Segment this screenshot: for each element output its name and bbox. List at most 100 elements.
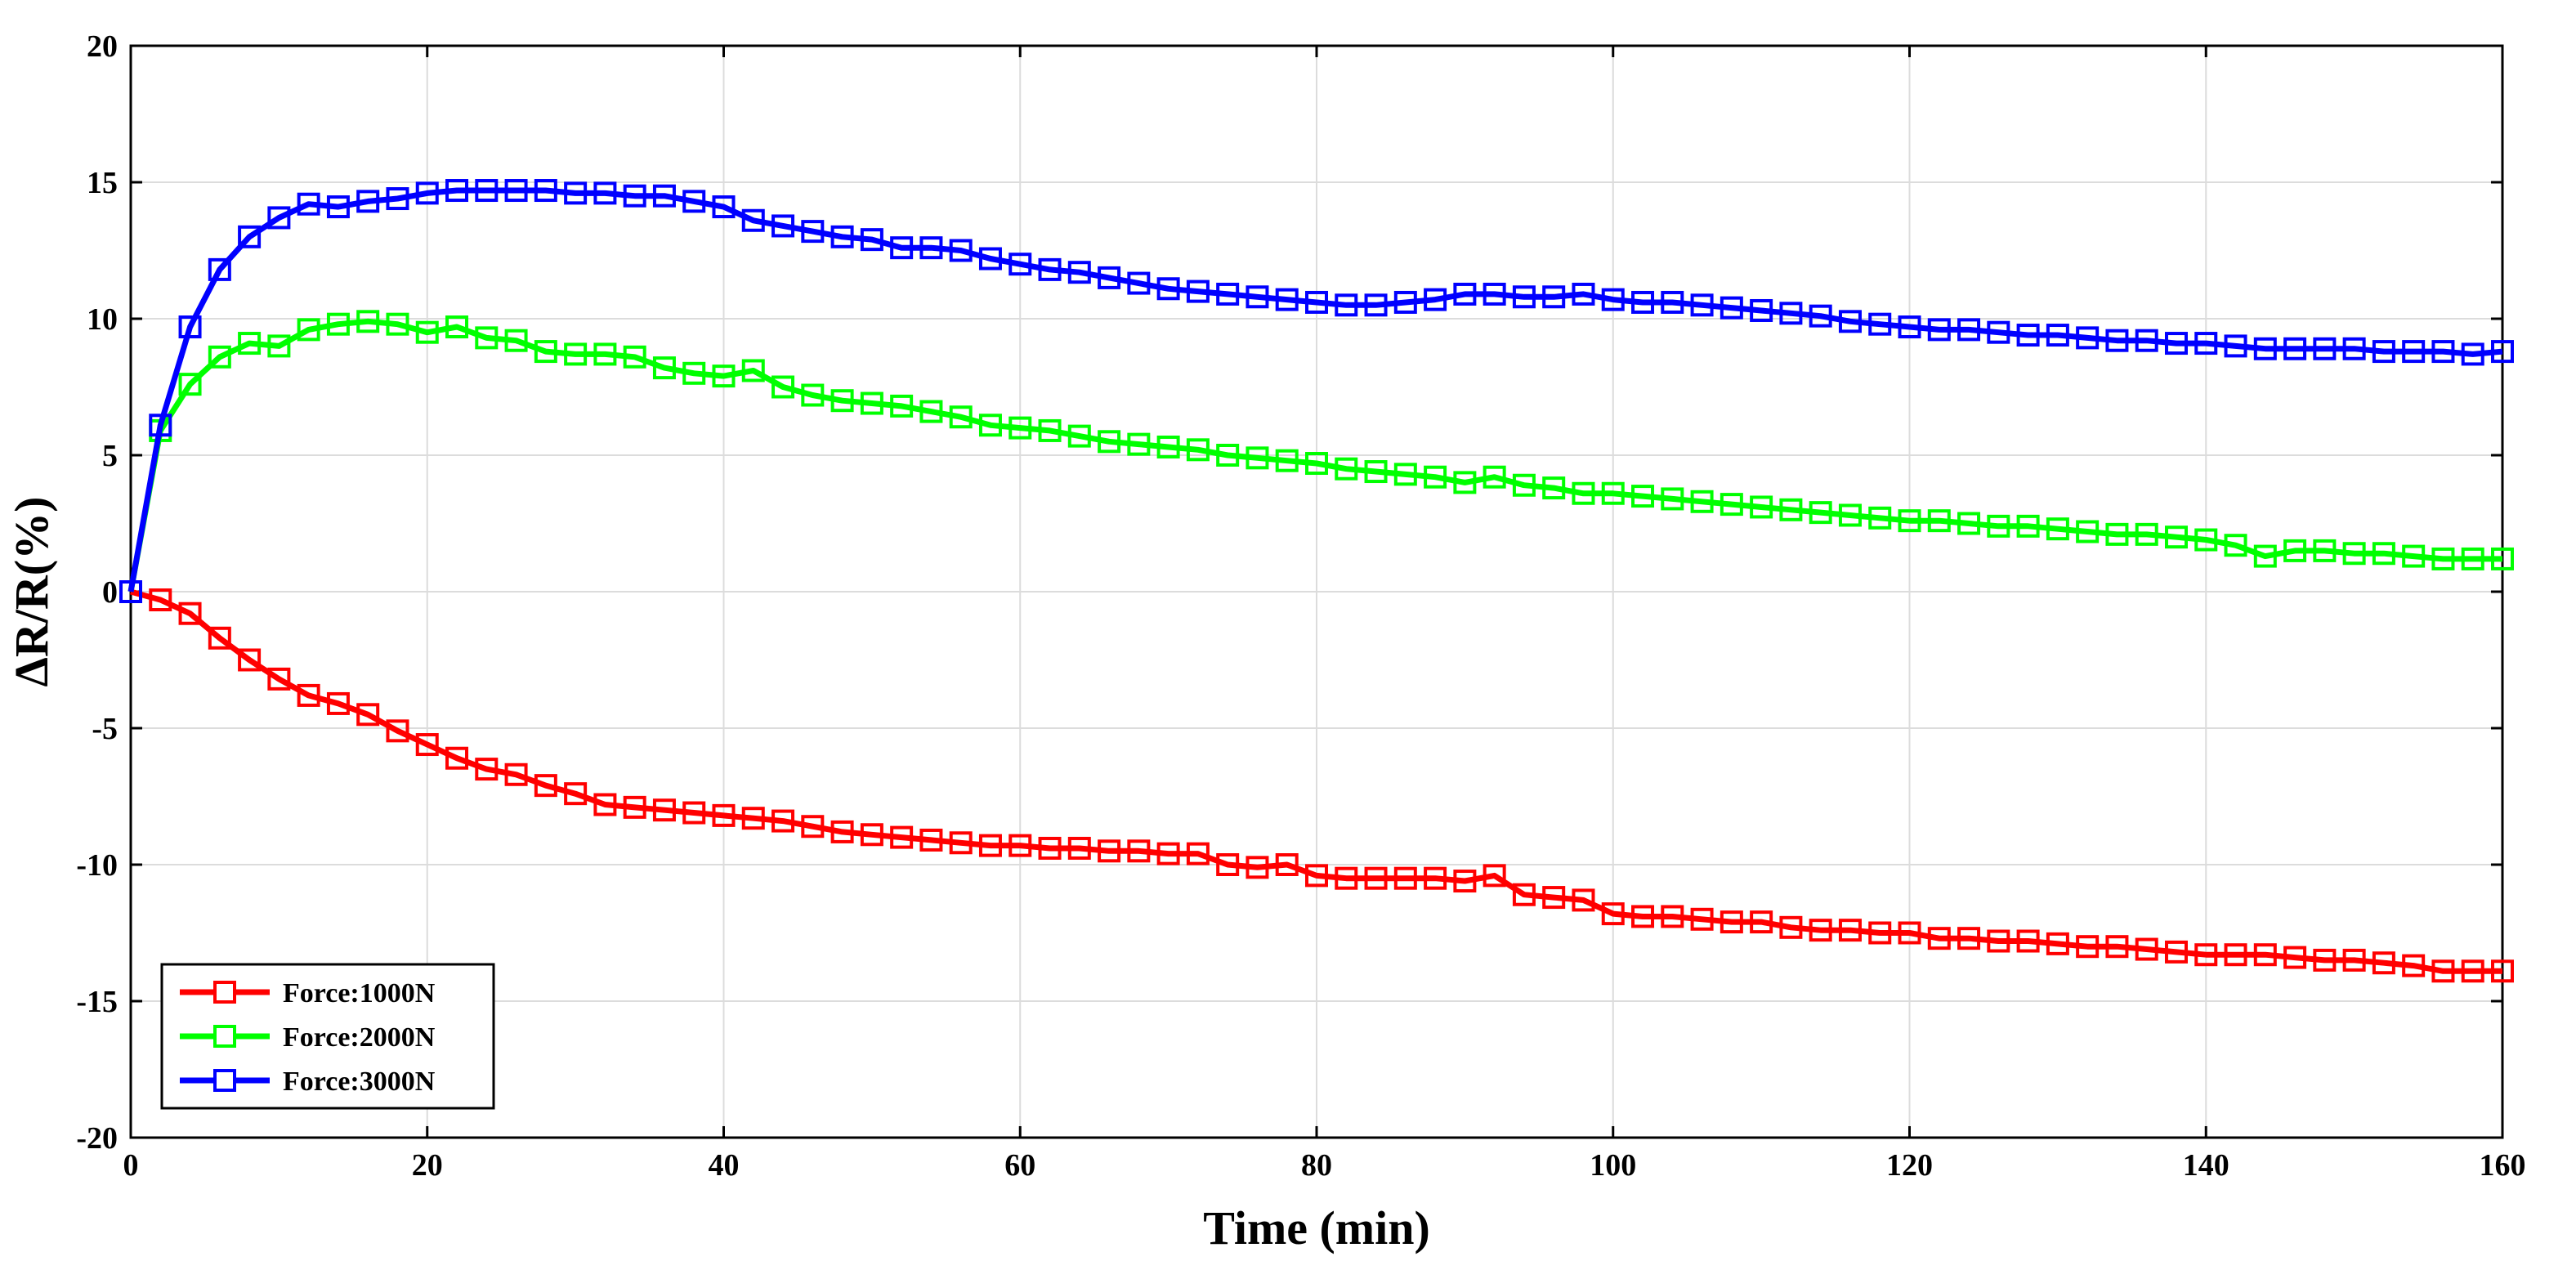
- data-point: [2491, 959, 2514, 983]
- data-point: [445, 746, 469, 770]
- x-tick-label: 40: [709, 1148, 740, 1183]
- data-point: [1067, 836, 1091, 860]
- data-point: [1305, 864, 1328, 888]
- data-point: [1987, 929, 2010, 953]
- data-point: [564, 782, 588, 806]
- data-point: [2283, 539, 2307, 562]
- data-point: [564, 342, 588, 366]
- data-point: [356, 310, 380, 333]
- data-point: [1038, 257, 1062, 281]
- data-point: [682, 190, 706, 213]
- data-point: [771, 214, 795, 238]
- data-point: [1750, 910, 1773, 934]
- data-point: [1393, 463, 1417, 486]
- data-point: [1957, 512, 1981, 535]
- data-point: [1987, 514, 2010, 538]
- data-point: [2313, 337, 2337, 360]
- data-point: [2461, 342, 2484, 366]
- x-tick-label: 120: [1886, 1148, 1933, 1183]
- data-point: [445, 179, 469, 203]
- data-point: [149, 588, 172, 612]
- data-point: [1275, 853, 1299, 876]
- data-point: [2342, 337, 2366, 360]
- data-point: [2342, 542, 2366, 566]
- data-point: [741, 208, 765, 232]
- data-point: [1720, 910, 1743, 934]
- data-point: [830, 820, 854, 843]
- data-point: [1809, 501, 1832, 525]
- data-point: [593, 793, 617, 816]
- data-point: [1720, 296, 1743, 320]
- data-point: [297, 683, 320, 707]
- data-point: [1098, 266, 1121, 289]
- data-point: [2372, 542, 2395, 566]
- data-point: [1750, 298, 1773, 322]
- data-point: [238, 648, 262, 672]
- data-point: [1720, 493, 1743, 517]
- data-point: [2402, 340, 2426, 364]
- data-point: [2076, 935, 2100, 959]
- legend-item: Force:2000N: [180, 1022, 436, 1053]
- data-point: [1483, 465, 1506, 489]
- data-point: [1868, 921, 1892, 945]
- legend-item: Force:1000N: [180, 978, 436, 1008]
- data-point: [1957, 318, 1981, 342]
- data-point: [2253, 943, 2277, 967]
- data-point: [1779, 302, 1803, 325]
- x-tick-label: 140: [2183, 1148, 2229, 1183]
- data-point: [1186, 280, 1210, 303]
- data-point: [178, 601, 202, 625]
- legend-marker: [213, 1025, 236, 1048]
- data-point: [741, 807, 765, 830]
- data-point: [1008, 253, 1032, 276]
- data-point: [564, 181, 588, 205]
- data-point: [1661, 487, 1684, 511]
- data-point: [890, 825, 914, 849]
- axis-ticks: 0 20 40 60 80 100 120 140 160 -20 -15 -10 -5 0 5 10 15 20: [76, 29, 2525, 1183]
- data-point: [919, 400, 943, 423]
- data-point: [1601, 481, 1625, 505]
- legend-label: Force:2000N: [283, 1022, 436, 1053]
- data-point: [1927, 318, 1951, 342]
- data-point: [1601, 902, 1625, 926]
- data-point: [504, 179, 528, 203]
- data-point: [1661, 905, 1684, 928]
- data-point: [1008, 834, 1032, 857]
- data-point: [445, 315, 469, 339]
- data-point: [1542, 476, 1566, 500]
- data-point: [1690, 293, 1714, 317]
- data-point: [2372, 340, 2395, 364]
- data-point: [1838, 919, 1862, 942]
- data-point: [1512, 473, 1536, 497]
- data-point: [1987, 320, 2010, 344]
- data-point: [2016, 514, 2040, 538]
- data-point: [623, 184, 646, 208]
- data-point: [1809, 919, 1832, 942]
- data-point: [1246, 285, 1269, 309]
- data-point: [593, 181, 617, 205]
- data-point: [386, 187, 409, 211]
- data-point: [1838, 310, 1862, 333]
- data-point: [978, 414, 1002, 437]
- data-point: [2046, 517, 2069, 541]
- data-point: [1067, 261, 1091, 284]
- data-point: [1601, 288, 1625, 311]
- data-point: [2164, 525, 2188, 549]
- data-point: [919, 236, 943, 260]
- data-point: [1453, 471, 1477, 494]
- data-point: [208, 257, 231, 281]
- data-point: [1156, 842, 1180, 865]
- data-point: [712, 364, 736, 388]
- x-tick-label: 100: [1590, 1148, 1636, 1183]
- data-point: [712, 803, 736, 827]
- data-point: [1631, 290, 1655, 314]
- data-point: [2313, 539, 2337, 562]
- y-tick-label: 5: [102, 439, 118, 473]
- data-point: [1779, 915, 1803, 939]
- y-tick-label: -10: [76, 848, 118, 883]
- data-point: [415, 181, 439, 205]
- legend: Force:1000N Force:2000N Force:3000N: [160, 963, 495, 1110]
- data-point: [326, 195, 350, 219]
- data-point: [682, 801, 706, 825]
